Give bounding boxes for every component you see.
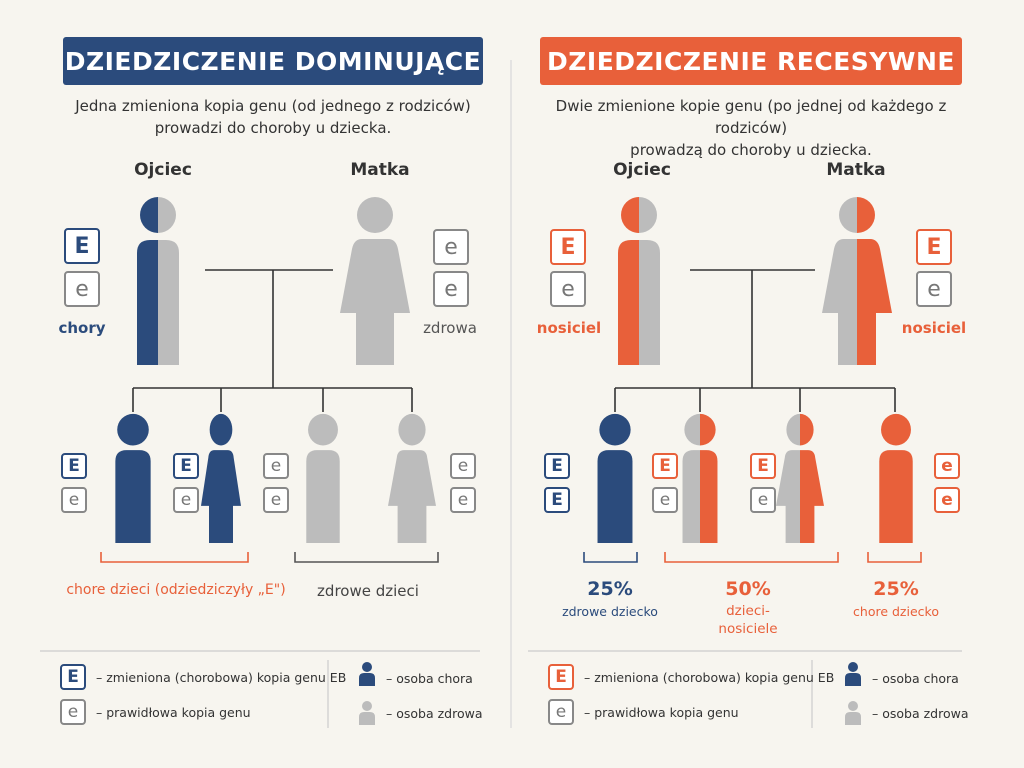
left-description-line-2: prowadzi do choroby u dziecka. <box>154 118 392 137</box>
right-mother-status: nosiciel <box>901 319 967 337</box>
left-legend-normal-text: – prawidłowa kopia genu <box>96 705 251 720</box>
right-father-gene-1: E <box>550 229 586 265</box>
left-mother-label: Matka <box>350 160 410 180</box>
left-title: DZIEDZICZENIE DOMINUJĄCE <box>64 46 482 76</box>
right-father-label: Ojciec <box>613 160 671 180</box>
right-legend-normal-gene: e <box>548 699 574 725</box>
right-description-line-1: Dwie zmienione kopie genu (po jednej od … <box>555 97 947 137</box>
right-legend-normal-text: – prawidłowa kopia genu <box>584 705 739 720</box>
right-child-2-gene-1: E <box>652 453 678 479</box>
left-healthy-bracket <box>294 552 439 563</box>
left-child-4-gene-1: e <box>450 453 476 479</box>
left-child-2-figure <box>201 414 241 543</box>
right-title-banner: DZIEDZICZENIE RECESYWNE <box>540 37 962 85</box>
left-child-4-gene-2: e <box>450 487 476 513</box>
left-legend-healthy-person-icon <box>359 701 375 725</box>
left-legend-mutated-text: – zmieniona (chorobowa) kopia genu EB <box>96 670 347 685</box>
left-description-line-1: Jedna zmieniona kopia genu (od jednego z… <box>75 97 471 115</box>
right-mother-label: Matka <box>826 160 886 180</box>
left-child-4-figure <box>388 414 436 543</box>
left-tree-lines <box>132 269 413 412</box>
right-sick-bracket <box>867 552 922 563</box>
left-sick-bracket <box>100 552 249 563</box>
left-mother-gene-1: e <box>433 229 469 265</box>
left-child-1-figure <box>115 414 150 543</box>
right-father-status: nosiciel <box>536 319 602 337</box>
left-mother-gene-2: e <box>433 271 469 307</box>
left-legend-sick-person-icon <box>359 662 375 686</box>
right-child-2-figure <box>683 414 718 543</box>
right-outcome-2-label-2: nosiciele <box>718 621 778 637</box>
left-father-gene-1: E <box>64 228 100 264</box>
right-child-3-figure <box>776 414 824 543</box>
left-mother-status: zdrowa <box>423 319 477 337</box>
right-healthy-bracket <box>583 552 638 563</box>
right-carrier-bracket <box>664 552 839 563</box>
right-legend-sick-person-icon <box>845 662 861 686</box>
left-legend-healthy-text: – osoba zdrowa <box>386 706 483 721</box>
left-father-label: Ojciec <box>134 160 192 180</box>
left-father-gene-2: e <box>64 271 100 307</box>
left-child-3-gene-1: e <box>263 453 289 479</box>
right-child-3-gene-2: e <box>750 487 776 513</box>
right-description-line-2: prowadzą do choroby u dziecka. <box>630 140 872 159</box>
right-tree-lines <box>614 269 896 412</box>
right-child-1-gene-2: E <box>544 487 570 513</box>
left-father-status: chory <box>58 319 106 337</box>
right-father-figure <box>618 197 660 365</box>
right-outcome-3-label: chore dziecko <box>853 604 939 619</box>
right-outcome-2-percent: 50% <box>725 578 771 600</box>
left-healthy-children-label: zdrowe dzieci <box>317 582 419 600</box>
right-child-1-figure <box>598 414 633 543</box>
left-child-1-gene-2: e <box>61 487 87 513</box>
left-sick-children-label: chore dzieci (odziedziczyły „E") <box>66 582 286 598</box>
left-child-2-gene-2: e <box>173 487 199 513</box>
left-child-2-gene-1: E <box>173 453 199 479</box>
left-legend-mutated-gene: E <box>60 664 86 690</box>
left-title-banner: DZIEDZICZENIE DOMINUJĄCE <box>63 37 483 85</box>
left-description: Jedna zmieniona kopia genu (od jednego z… <box>63 96 483 140</box>
right-legend-healthy-person-icon <box>845 701 861 725</box>
left-legend-normal-gene: e <box>60 699 86 725</box>
right-outcome-1-label: zdrowe dziecko <box>562 604 658 619</box>
right-mother-figure <box>822 197 892 365</box>
right-title: DZIEDZICZENIE RECESYWNE <box>547 46 955 76</box>
left-child-3-figure <box>306 414 339 543</box>
right-legend-mutated-gene: E <box>548 664 574 690</box>
right-mother-gene-2: e <box>916 271 952 307</box>
left-mother-figure <box>340 197 410 365</box>
right-outcome-1-percent: 25% <box>587 578 633 600</box>
right-child-4-gene-1: e <box>934 453 960 479</box>
right-mother-gene-1: E <box>916 229 952 265</box>
right-father-gene-2: e <box>550 271 586 307</box>
right-child-2-gene-2: e <box>652 487 678 513</box>
right-child-3-gene-1: E <box>750 453 776 479</box>
right-description: Dwie zmienione kopie genu (po jednej od … <box>528 96 974 161</box>
left-legend-sick-text: – osoba chora <box>386 671 473 686</box>
right-outcome-3-percent: 25% <box>873 578 919 600</box>
right-outcome-2-label-1: dzieci- <box>726 603 770 619</box>
right-legend-mutated-text: – zmieniona (chorobowa) kopia genu EB <box>584 670 835 685</box>
left-father-figure <box>137 197 179 365</box>
right-child-1-gene-1: E <box>544 453 570 479</box>
right-child-4-gene-2: e <box>934 487 960 513</box>
left-child-1-gene-1: E <box>61 453 87 479</box>
right-legend-sick-text: – osoba chora <box>872 671 959 686</box>
left-child-3-gene-2: e <box>263 487 289 513</box>
right-child-4-figure <box>879 414 912 543</box>
right-legend-healthy-text: – osoba zdrowa <box>872 706 969 721</box>
